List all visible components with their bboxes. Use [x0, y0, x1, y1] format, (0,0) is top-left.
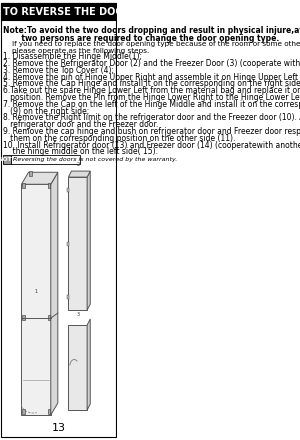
Bar [1, 3, 116, 20]
Polygon shape [68, 171, 90, 177]
Bar [67, 242, 69, 246]
Bar [67, 188, 69, 192]
Text: two persons are required to change the door opening type.: two persons are required to change the d… [3, 33, 279, 43]
Polygon shape [87, 319, 90, 410]
Polygon shape [22, 184, 51, 415]
Text: please operate as the following steps.: please operate as the following steps. [3, 48, 149, 54]
Bar [67, 295, 69, 299]
Text: If you need to replace the door opening type because of the room or some other r: If you need to replace the door opening … [3, 40, 300, 47]
Text: (9) on the right side;: (9) on the right side; [3, 106, 89, 116]
Bar [48, 183, 50, 188]
Text: 1: 1 [34, 289, 38, 294]
Polygon shape [87, 171, 90, 310]
Polygon shape [51, 172, 58, 415]
Text: 8. Remove the Right limit on the refrigerator door and the Freezer door (10). An: 8. Remove the Right limit on the refrige… [3, 114, 300, 122]
Text: 5. Remove the Cap Hinge and install it on the corresponding on the right side (6: 5. Remove the Cap Hinge and install it o… [3, 80, 300, 88]
Text: 13: 13 [52, 423, 66, 433]
Text: TO REVERSE THE DOORS (OPTIONAL): TO REVERSE THE DOORS (OPTIONAL) [3, 7, 206, 17]
Text: the hinge middle on the left side( 15).: the hinge middle on the left side( 15). [3, 147, 158, 157]
Text: 10. Install Refrigerator door (13) and Freezer door (14) (cooperatewith another : 10. Install Refrigerator door (13) and F… [3, 141, 300, 150]
Text: 3. Remove the Top Cover (4);: 3. Remove the Top Cover (4); [3, 66, 114, 75]
Text: position. Remove the Pin from the Hinge Lower Right to the Hinge Lower Left (8);: position. Remove the Pin from the Hinge … [3, 93, 300, 102]
Text: NOTE: NOTE [0, 157, 16, 162]
Text: refrigerator door and the Freezer door.: refrigerator door and the Freezer door. [3, 120, 158, 129]
Bar [48, 409, 50, 414]
Text: them on the corresponding position on the other side (11).: them on the corresponding position on th… [3, 134, 235, 143]
Text: Reversing the doors is not covered by the warranty.: Reversing the doors is not covered by th… [13, 157, 177, 162]
Bar [22, 315, 25, 320]
Text: 3: 3 [76, 312, 79, 317]
Text: 2. Remove the Refrigerator Door (2) and the Freezer Door (3) (cooperate with ano: 2. Remove the Refrigerator Door (2) and … [3, 59, 300, 68]
Bar [3, 155, 10, 164]
Bar [48, 315, 50, 320]
Text: 4. Remove the pin of Hinge Upper Right and assemble it on Hinge Upper Left (5);: 4. Remove the pin of Hinge Upper Right a… [3, 73, 300, 82]
Bar [22, 183, 25, 188]
Polygon shape [68, 177, 87, 310]
Bar [11, 155, 80, 164]
Text: 7. Remove the Cap on the left of the Hinge Middle and install it on the correspo: 7. Remove the Cap on the left of the Hin… [3, 100, 300, 109]
Text: 6.Take out the spare Hinge Lower Left from the material bag and replace it on th: 6.Take out the spare Hinge Lower Left fr… [3, 86, 300, 95]
Text: 2: 2 [76, 162, 79, 167]
Polygon shape [22, 172, 58, 184]
Polygon shape [68, 325, 87, 410]
Bar [29, 171, 32, 176]
Bar [22, 409, 25, 414]
Text: Note:To avoid the two doors dropping and result in physical injure,at least: Note:To avoid the two doors dropping and… [3, 26, 300, 35]
Text: 9. Remove the cap hinge and bush on refrigerator door and Freezer door respectiv: 9. Remove the cap hinge and bush on refr… [3, 127, 300, 136]
Text: 1. Disassemble the Hinge Middle(1);: 1. Disassemble the Hinge Middle(1); [3, 52, 142, 61]
